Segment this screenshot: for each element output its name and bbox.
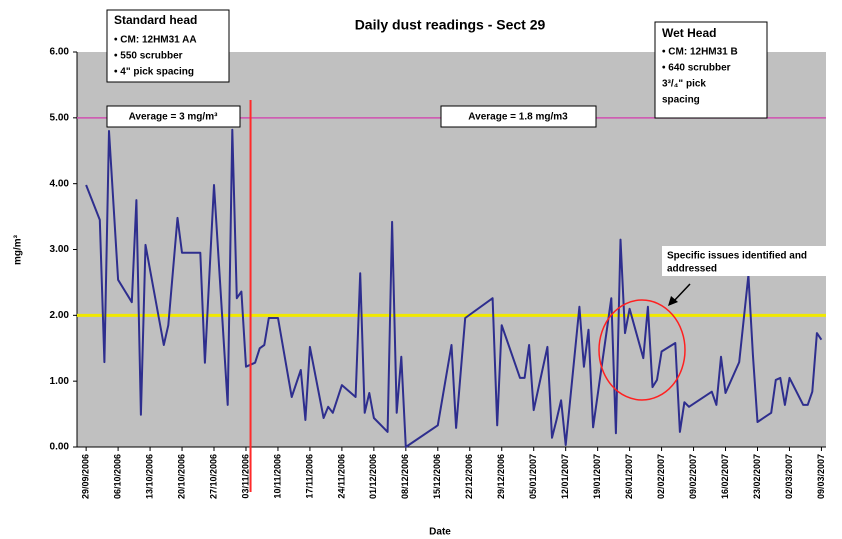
- highlight-circle: [598, 299, 686, 401]
- annotation-text: Specific issues identified and: [667, 251, 807, 262]
- x-tick-label: 01/12/2006: [368, 454, 378, 499]
- y-tick-label: 0.00: [50, 442, 70, 453]
- annotation-text: • CM: 12HM31 AA: [114, 35, 197, 46]
- annotation-box: [654, 21, 768, 119]
- annotation-text: addressed: [667, 264, 717, 275]
- data-line: [85, 128, 823, 448]
- annotation-text: Average = 3 mg/m³: [129, 112, 219, 123]
- y-tick-label: 5.00: [50, 112, 70, 123]
- x-tick-label: 27/10/2006: [208, 454, 218, 499]
- x-tick-label: 09/02/2007: [688, 454, 698, 499]
- x-tick-label: 10/11/2006: [272, 454, 282, 499]
- chart-title: Daily dust readings - Sect 29: [355, 17, 546, 33]
- y-tick-label: 3.00: [50, 244, 70, 255]
- annotation-text: • 640 scrubber: [662, 63, 731, 74]
- annotation-box: [106, 9, 230, 83]
- x-tick-label: 13/10/2006: [144, 454, 154, 499]
- annotation-text: • 4" pick spacing: [114, 67, 194, 78]
- annotation-text: • CM: 12HM31 B: [662, 47, 738, 58]
- annotation-box: [440, 105, 597, 128]
- x-tick-label: 06/10/2006: [112, 454, 122, 499]
- annotation-text: Wet Head: [662, 26, 716, 40]
- x-tick-label: 09/03/2007: [816, 454, 826, 499]
- x-tick-label: 16/02/2007: [720, 454, 730, 499]
- y-axis-label: mg/m³: [13, 234, 24, 265]
- x-tick-label: 17/11/2006: [304, 454, 314, 499]
- x-tick-label: 29/12/2006: [496, 454, 506, 499]
- arrow-head: [668, 296, 678, 306]
- annotation-text: Average = 1.8 mg/m3: [468, 112, 568, 123]
- x-tick-label: 26/01/2007: [624, 454, 634, 499]
- x-tick-label: 29/09/2006: [81, 454, 91, 499]
- annotation-text: • 550 scrubber: [114, 51, 183, 62]
- x-tick-label: 12/01/2007: [560, 454, 570, 499]
- y-tick-label: 6.00: [50, 47, 70, 58]
- x-tick-label: 20/10/2006: [176, 454, 186, 499]
- annotation-arrow: [672, 283, 691, 303]
- y-tick-label: 2.00: [50, 310, 70, 321]
- x-tick-label: 19/01/2007: [592, 454, 602, 499]
- annotation-text: spacing: [662, 95, 700, 106]
- x-tick-label: 15/12/2006: [432, 454, 442, 499]
- x-tick-label: 24/11/2006: [336, 454, 346, 499]
- x-tick-label: 22/12/2006: [464, 454, 474, 499]
- y-tick-label: 1.00: [50, 376, 70, 387]
- x-tick-label: 02/02/2007: [656, 454, 666, 499]
- y-tick-label: 4.00: [50, 178, 70, 189]
- annotation-background: [662, 246, 842, 276]
- x-tick-label: 02/03/2007: [784, 454, 794, 499]
- annotation-box: [106, 105, 241, 128]
- x-axis-label: Date: [429, 527, 451, 538]
- x-tick-label: 08/12/2006: [400, 454, 410, 499]
- annotation-text: 3³/₄" pick: [662, 79, 706, 90]
- annotation-text: Standard head: [114, 13, 197, 27]
- x-tick-label: 03/11/2006: [240, 454, 250, 499]
- x-tick-label: 05/01/2007: [528, 454, 538, 499]
- x-tick-label: 23/02/2007: [752, 454, 762, 499]
